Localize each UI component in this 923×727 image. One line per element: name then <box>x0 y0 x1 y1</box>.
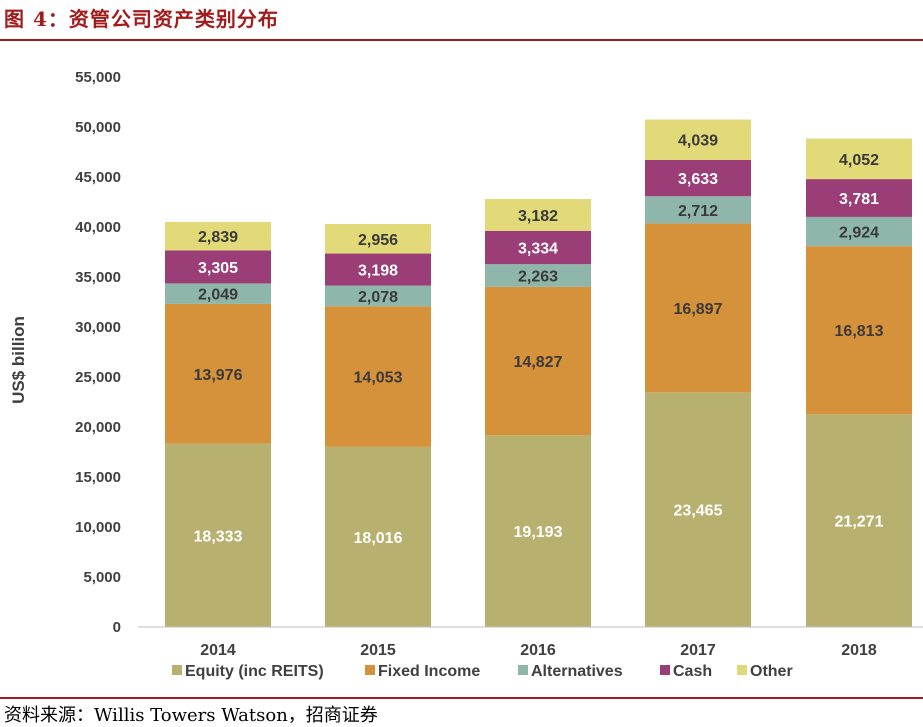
bar-segment <box>485 264 591 287</box>
bar-segment <box>325 253 431 286</box>
source-divider <box>0 697 923 699</box>
y-tick-label: 50,000 <box>75 119 121 136</box>
data-label: 3,182 <box>518 208 558 225</box>
bar-segment <box>165 283 271 304</box>
y-tick-label: 0 <box>113 619 121 636</box>
data-label: 3,334 <box>518 241 558 258</box>
legend-item-label: Equity (inc REITS) <box>185 663 324 680</box>
bar-segment <box>165 221 271 251</box>
y-tick-label: 55,000 <box>75 69 121 86</box>
y-tick-label: 45,000 <box>75 169 121 186</box>
legend-item-label: Cash <box>673 663 712 680</box>
data-label: 2,956 <box>358 232 398 249</box>
y-tick-label: 5,000 <box>83 569 121 586</box>
data-label: 2,839 <box>198 229 238 246</box>
bar-segment <box>645 119 751 160</box>
y-tick-label: 10,000 <box>75 519 121 536</box>
bar-segment <box>485 230 591 265</box>
bar-segment <box>806 414 912 627</box>
bar-segment <box>806 179 912 217</box>
legend-swatch <box>660 665 670 675</box>
legend-swatch <box>365 665 375 675</box>
legend-swatch <box>518 665 528 675</box>
bar-segment <box>165 443 271 627</box>
bar-segment <box>165 303 271 444</box>
data-label: 2,263 <box>518 268 558 285</box>
y-tick-label: 20,000 <box>75 419 121 436</box>
data-label: 21,271 <box>835 514 884 531</box>
legend-item-label: Alternatives <box>531 663 623 680</box>
data-label: 16,897 <box>674 301 723 318</box>
bar-segment <box>325 223 431 254</box>
y-tick-label: 15,000 <box>75 469 121 486</box>
source-note: 资料来源：Willis Towers Watson，招商证券 <box>4 705 378 726</box>
bar-segment <box>806 246 912 415</box>
bar-segment <box>806 216 912 247</box>
bar-segment <box>165 250 271 284</box>
bar-segment <box>485 435 591 627</box>
x-tick-label: 2018 <box>841 642 877 659</box>
bar-segment <box>645 223 751 393</box>
x-tick-label: 2014 <box>200 642 236 659</box>
data-label: 14,053 <box>354 370 403 387</box>
bar-segment <box>325 446 431 627</box>
x-tick-label: 2017 <box>680 642 716 659</box>
bar-segment <box>645 159 751 197</box>
stacked-bar-chart: 0 5,000 10,000 15,000 20,000 25,000 30,000 35,0… <box>9 69 923 680</box>
y-tick-label: 40,000 <box>75 219 121 236</box>
data-label: 3,633 <box>678 171 718 188</box>
data-label: 18,016 <box>354 530 403 547</box>
data-label: 3,305 <box>198 260 238 277</box>
data-label: 18,333 <box>194 528 243 545</box>
bar-segment <box>325 285 431 307</box>
data-label: 4,052 <box>839 152 879 169</box>
legend-swatch <box>737 665 747 675</box>
data-label: 14,827 <box>514 354 563 371</box>
x-tick-label: 2016 <box>520 642 556 659</box>
bar-segment <box>485 199 591 231</box>
y-tick-label: 25,000 <box>75 369 121 386</box>
data-label: 23,465 <box>674 503 723 520</box>
y-tick-label: 35,000 <box>75 269 121 286</box>
data-label: 2,049 <box>198 287 238 304</box>
legend-item-label: Fixed Income <box>378 663 480 680</box>
bar-segment <box>806 138 912 180</box>
legend-item-label: Other <box>750 663 793 680</box>
bar-segment <box>645 196 751 224</box>
title-divider <box>0 39 923 41</box>
legend-swatch <box>172 665 182 675</box>
y-tick-label: 30,000 <box>75 319 121 336</box>
data-label: 2,712 <box>678 203 718 220</box>
figure-title: 图 4：资管公司资产类别分布 <box>4 7 279 31</box>
data-label: 2,078 <box>358 289 398 306</box>
data-label: 13,976 <box>194 367 243 384</box>
data-label: 4,039 <box>678 133 718 150</box>
data-label: 16,813 <box>835 323 884 340</box>
data-label: 19,193 <box>514 524 563 541</box>
data-label: 2,924 <box>839 225 879 242</box>
bar-segment <box>325 306 431 447</box>
x-tick-label: 2015 <box>360 642 396 659</box>
bar-segment <box>485 286 591 436</box>
data-label: 3,781 <box>839 191 879 208</box>
data-label: 3,198 <box>358 263 398 280</box>
y-axis-label: US$ billion <box>9 316 28 404</box>
bar-segment <box>645 392 751 627</box>
